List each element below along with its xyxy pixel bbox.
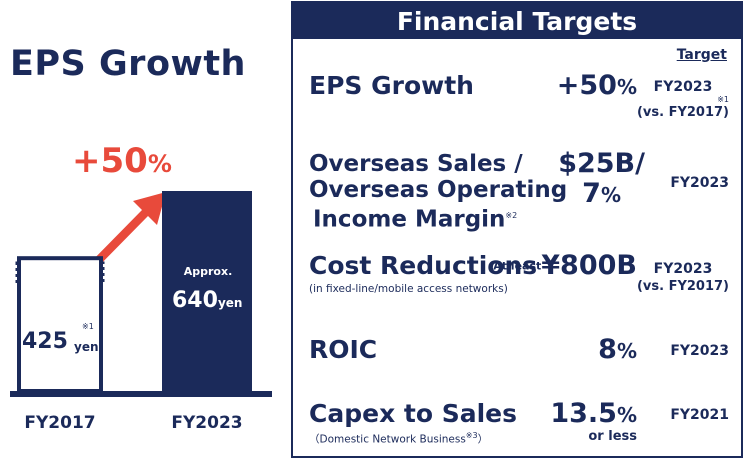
bar-fy2017: [17, 256, 103, 393]
value-main: 13.5%: [550, 399, 637, 430]
metric-line-3: Income Margin※2: [309, 203, 567, 233]
category-label-fy2017: FY2017: [24, 413, 95, 433]
target-year: FY2023: [670, 343, 729, 359]
metric-sub-close: ）: [477, 433, 489, 446]
growth-label-pct: %: [148, 150, 172, 178]
metric-line-3-text: Income Margin: [313, 206, 506, 233]
metric-label: Overseas Sales / Overseas Operating Inco…: [309, 151, 567, 233]
value-line-1: $25B/: [558, 148, 645, 179]
fy2023-unit: yen: [218, 296, 243, 310]
target-year-text: FY2023: [653, 79, 713, 95]
target-note: ※1: [717, 95, 729, 104]
metric-sub-note: ※3: [465, 431, 478, 440]
value-pct: %: [600, 183, 622, 207]
fy2023-value: 640: [172, 288, 218, 313]
metric-value: At least¥800B: [493, 251, 637, 282]
value-number: +50: [556, 70, 617, 101]
target-sub: (vs. FY2017): [636, 279, 729, 294]
growth-label-value: +50: [72, 141, 148, 181]
metric-note: ※2: [505, 211, 518, 220]
value-pct: %: [616, 403, 637, 427]
bar-fy2023: [162, 191, 252, 391]
growth-arrow: [83, 192, 166, 276]
target-year: FY2023 (vs. FY2017): [637, 261, 729, 295]
fy2017-value: 425: [22, 329, 68, 354]
chart-baseline: [10, 391, 272, 397]
value-prefix: At least: [493, 259, 542, 273]
metric-line-1: Overseas Sales /: [309, 151, 523, 177]
growth-label: +50%: [72, 141, 172, 181]
target-year-text: FY2023: [653, 261, 713, 277]
target-year: FY2021: [670, 407, 729, 423]
value-number: ¥800B: [541, 250, 637, 281]
target-year: FY2023: [670, 175, 729, 191]
metric-sub: （Domestic Network Business※3）: [309, 431, 488, 447]
metric-sub: (in fixed-line/mobile access networks): [309, 283, 508, 295]
value-number: 7: [582, 178, 601, 209]
metric-label: EPS Growth: [309, 71, 474, 100]
value-number: 13.5: [550, 398, 617, 429]
fy2017-note: ※1: [82, 322, 94, 331]
target-column-header: Target: [676, 47, 727, 63]
fy2017-value-label: 425: [22, 329, 68, 354]
metric-label: Cost Reductions: [309, 251, 538, 280]
metric-value: +50%: [557, 71, 637, 102]
metric-label: Capex to Sales: [309, 399, 518, 428]
metric-value: $25B/ 7%: [558, 149, 645, 210]
target-year: FY2023 ※1 (vs. FY2017): [637, 79, 729, 121]
value-number: 8: [598, 334, 617, 365]
value-pct: %: [616, 75, 637, 99]
category-label-fy2023: FY2023: [171, 413, 242, 433]
metric-sub-open: （Domestic Network Business: [309, 433, 466, 446]
fy2023-prefix: Approx.: [184, 265, 233, 278]
metric-label: ROIC: [309, 335, 378, 364]
eps-growth-title: EPS Growth: [10, 44, 246, 84]
fy2023-value-label: 640yen: [172, 288, 242, 313]
metric-value: 8%: [598, 335, 637, 366]
target-sub: (vs. FY2017): [636, 105, 729, 120]
fy2017-unit: yen: [74, 340, 99, 354]
metric-line-2: Overseas Operating: [309, 177, 568, 203]
value-line-2: 7%: [558, 179, 645, 210]
financial-targets-panel: Financial Targets Target EPS Growth +50%…: [291, 1, 743, 458]
value-sub: or less: [588, 429, 637, 444]
value-pct: %: [616, 339, 637, 363]
eps-growth-section: EPS Growth +50% 425 ※1 yen Approx. 640ye…: [0, 0, 290, 460]
financial-targets-title: Financial Targets: [293, 3, 741, 39]
eps-bar-chart: +50% 425 ※1 yen Approx. 640yen FY2017 FY…: [10, 141, 272, 433]
metric-value: 13.5% or less: [550, 399, 637, 444]
